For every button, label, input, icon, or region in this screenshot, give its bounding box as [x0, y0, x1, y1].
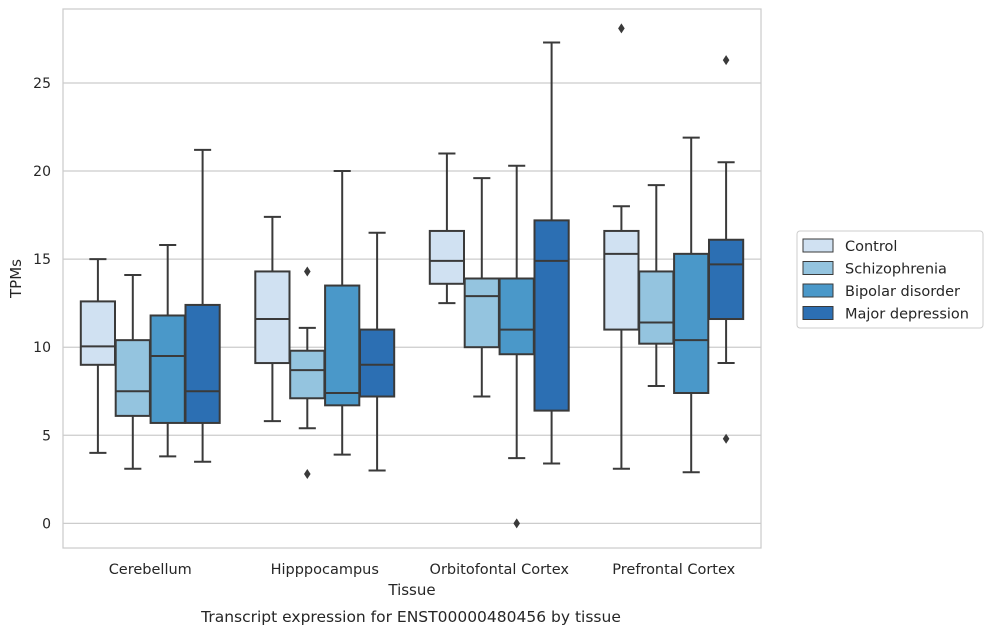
- iqr-box: [428, 229, 466, 285]
- outlier-marker: [304, 266, 311, 277]
- legend-label: Bipolar disorder: [845, 284, 960, 300]
- iqr-box: [673, 252, 710, 394]
- x-tick-label: Cerebellum: [109, 562, 192, 578]
- iqr-box: [184, 303, 221, 424]
- iqr-box: [533, 219, 570, 412]
- x-tick-label: Orbitofontal Cortex: [430, 562, 570, 578]
- y-axis-label: TPMs: [7, 259, 25, 299]
- y-tick-label: 5: [42, 428, 51, 444]
- box-major-depression: [707, 55, 745, 444]
- chart-caption: Transcript expression for ENST0000048045…: [200, 608, 621, 626]
- y-tick-labels: 0 5 10 15 20 25: [33, 76, 51, 532]
- iqr-box: [79, 300, 117, 366]
- iqr-box: [498, 277, 535, 356]
- box-schizophrenia: [638, 184, 675, 387]
- outlier-marker: [513, 518, 520, 529]
- box-bipolar-disorder: [673, 136, 710, 474]
- box-major-depression: [184, 148, 221, 463]
- outlier-marker: [618, 23, 625, 34]
- y-tick-label: 10: [33, 340, 51, 356]
- legend-label: Control: [845, 239, 897, 255]
- iqr-box: [358, 328, 396, 398]
- iqr-box: [638, 270, 675, 345]
- x-tick-labels: Cerebellum Hipppocampus Orbitofontal Corte…: [109, 562, 736, 578]
- outlier-marker: [304, 469, 311, 480]
- box-groups: [79, 23, 745, 529]
- plot-frame: [62, 8, 762, 549]
- legend-label: Major depression: [845, 307, 969, 323]
- y-tick-label: 20: [33, 164, 51, 180]
- box-schizophrenia: [463, 177, 500, 398]
- x-tick-label: Prefrontal Cortex: [612, 562, 735, 578]
- box-control: [428, 152, 466, 305]
- box-bipolar-disorder: [324, 170, 361, 456]
- box-control: [603, 23, 640, 470]
- outlier-marker: [722, 55, 730, 66]
- box-major-depression: [358, 231, 396, 472]
- legend: Control Schizophrenia Bipolar disorder Majo…: [796, 230, 984, 329]
- box-schizophrenia: [289, 266, 326, 480]
- legend-swatch: [802, 283, 834, 298]
- box-major-depression: [533, 41, 570, 465]
- iqr-box: [463, 277, 500, 349]
- legend-swatch: [802, 261, 834, 275]
- iqr-box: [324, 284, 361, 407]
- iqr-box: [707, 238, 745, 321]
- box-control: [79, 258, 117, 454]
- x-axis-label: Tissue: [387, 581, 435, 599]
- box-schizophrenia: [114, 273, 151, 470]
- iqr-box: [603, 229, 640, 331]
- box-bipolar-disorder: [498, 164, 535, 529]
- iqr-box: [114, 339, 151, 417]
- box-control: [254, 215, 291, 423]
- legend-frame: [796, 230, 984, 329]
- legend-swatch: [802, 238, 834, 253]
- iqr-box: [254, 270, 291, 365]
- iqr-box: [149, 314, 186, 424]
- y-tick-label: 0: [42, 516, 51, 532]
- y-tick-label: 25: [33, 76, 51, 92]
- iqr-box: [289, 349, 326, 400]
- legend-label: Schizophrenia: [845, 262, 947, 278]
- legend-swatch: [802, 306, 834, 320]
- y-tick-label: 15: [33, 252, 51, 268]
- box-bipolar-disorder: [149, 244, 186, 458]
- x-tick-label: Hipppocampus: [271, 562, 379, 578]
- outlier-marker: [722, 433, 730, 444]
